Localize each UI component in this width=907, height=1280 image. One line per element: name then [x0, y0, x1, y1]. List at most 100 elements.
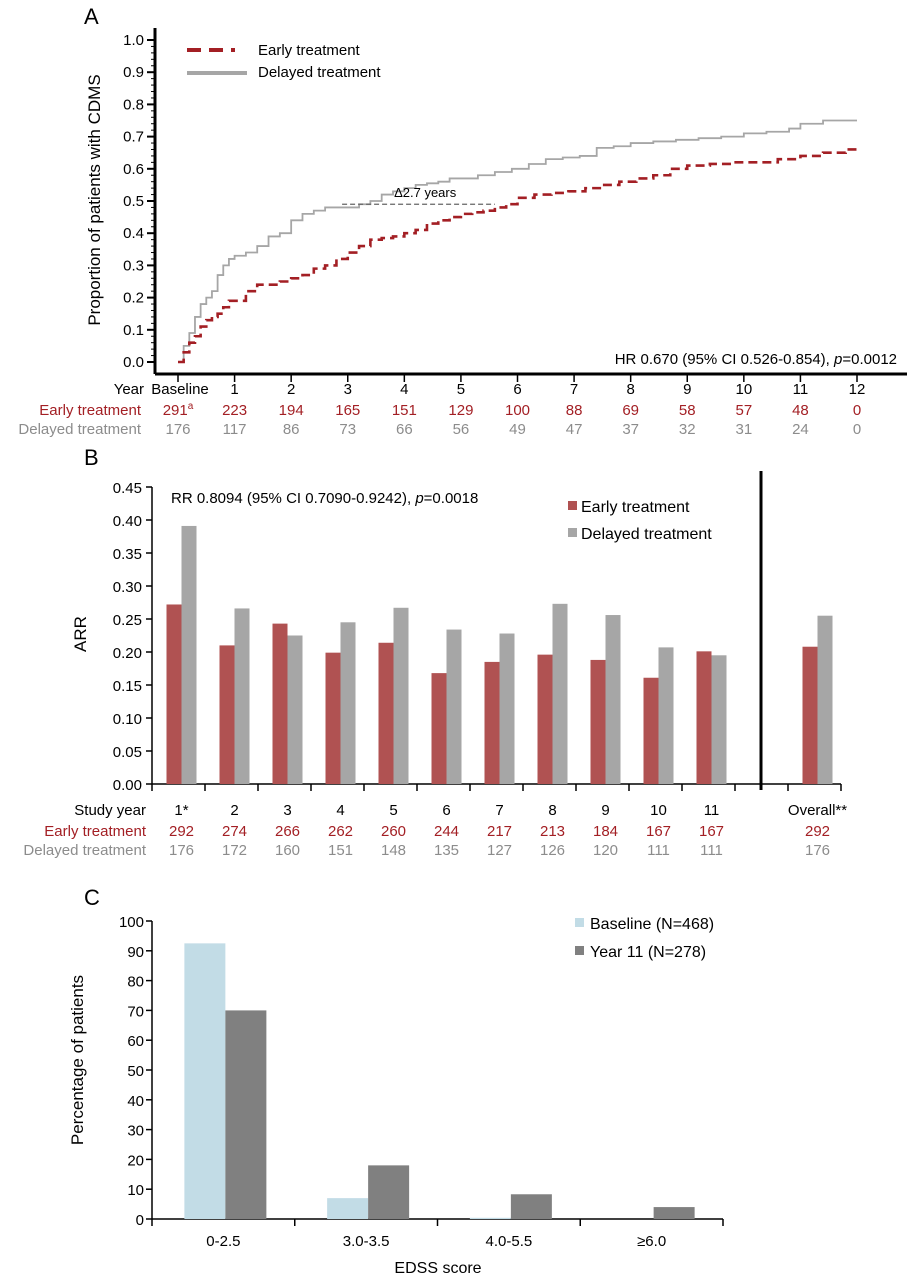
panel-b-n-table: Study year 1* 2 3 4 5 6 7 8 9 10 11 Overall** Early t… — [23, 802, 847, 859]
n-table-value: 292 — [169, 823, 194, 840]
y-tick-label: 40 — [127, 1093, 144, 1110]
bar-delayed-treatment — [340, 622, 356, 784]
study-year-label: 1* — [174, 802, 188, 819]
y-tick-label: 0.0 — [123, 354, 144, 371]
n-table-value: 244 — [434, 823, 459, 840]
y-tick-label: 0.05 — [113, 744, 142, 761]
risk-table-value: 37 — [622, 421, 639, 438]
n-table-value: 167 — [646, 823, 671, 840]
y-tick-label: 1.0 — [123, 32, 144, 49]
y-tick-label: 0.15 — [113, 678, 142, 695]
y-tick-label: 0.10 — [113, 711, 142, 728]
n-table-value: 176 — [169, 842, 194, 859]
bar-early-treatment — [272, 623, 288, 784]
n-table-value: 126 — [540, 842, 565, 859]
y-tick-label: 0.40 — [113, 513, 142, 530]
n-table-row-label: Delayed treatment — [23, 842, 146, 859]
bar-early-treatment — [696, 651, 712, 784]
risk-table-value: 86 — [283, 421, 300, 438]
legend-label-early: Early treatment — [581, 499, 690, 516]
y-tick-label: 0.00 — [113, 777, 142, 794]
panel-b-label: B — [84, 445, 99, 470]
n-table-header-label: Study year — [74, 802, 146, 819]
delta-annotation: Δ2.7 years — [394, 185, 457, 200]
y-tick-label: 0 — [136, 1212, 144, 1229]
study-year-label: 6 — [442, 802, 450, 819]
legend-label-early: Early treatment — [258, 42, 361, 59]
y-tick-label: 0.45 — [113, 480, 142, 497]
risk-table-value: 69 — [622, 402, 639, 419]
bar-baseline — [184, 943, 226, 1219]
panel-c-bars — [184, 943, 695, 1219]
y-tick-label: 0.7 — [123, 129, 144, 146]
risk-table-value: 49 — [509, 421, 526, 438]
y-tick-label: 0.3 — [123, 257, 144, 274]
risk-table-year: 9 — [683, 381, 691, 398]
risk-table-value: 31 — [735, 421, 752, 438]
risk-table-value: 100 — [505, 402, 530, 419]
panel-a-series — [178, 119, 857, 364]
risk-table-year: 12 — [849, 381, 866, 398]
study-year-label: Overall** — [788, 802, 847, 819]
risk-table-value: 24 — [792, 421, 809, 438]
study-year-label: 10 — [650, 802, 667, 819]
legend-swatch-early — [568, 501, 577, 510]
bar-delayed-treatment — [393, 607, 409, 784]
n-table-value: 172 — [222, 842, 247, 859]
bar-early-treatment — [802, 646, 818, 784]
x-tick-label: 0-2.5 — [206, 1233, 240, 1250]
panel-a-legend: Early treatment Delayed treatment — [187, 42, 381, 81]
panel-c: C Percentage of patients 0 10 20 30 40 50 60 70… — [68, 885, 724, 1277]
risk-table-value: 57 — [735, 402, 752, 419]
y-tick-label: 50 — [127, 1063, 144, 1080]
risk-table-value: 88 — [566, 402, 583, 419]
risk-table-value: 56 — [453, 421, 470, 438]
risk-table-year: 3 — [344, 381, 352, 398]
bar-early-treatment — [166, 604, 182, 784]
risk-table-year: 6 — [513, 381, 521, 398]
study-year-label: 5 — [389, 802, 397, 819]
bar-year-11 — [653, 1207, 695, 1219]
risk-table-value: 0 — [853, 421, 861, 438]
risk-table-year: 2 — [287, 381, 295, 398]
risk-table-row-label: Delayed treatment — [18, 421, 141, 438]
x-tick-label: 3.0-3.5 — [343, 1233, 390, 1250]
study-year-label: 11 — [704, 802, 720, 819]
y-tick-label: 0.20 — [113, 645, 142, 662]
n-table-value: 266 — [275, 823, 300, 840]
legend-label-delayed: Delayed treatment — [581, 526, 712, 543]
panel-c-label: C — [84, 885, 100, 910]
panel-c-legend: Baseline (N=468) Year 11 (N=278) — [575, 916, 714, 961]
y-tick-label: 10 — [127, 1182, 144, 1199]
y-tick-label: 0.30 — [113, 579, 142, 596]
n-table-value: 260 — [381, 823, 406, 840]
bar-early-treatment — [537, 654, 553, 784]
bar-year-11 — [510, 1194, 552, 1219]
risk-table-value: 32 — [679, 421, 696, 438]
bar-early-treatment — [378, 642, 394, 784]
panel-a: A Proportion of patients with CDMS 0.00.… — [18, 4, 907, 438]
risk-table-value: 151 — [392, 402, 417, 419]
n-table-value: 176 — [805, 842, 830, 859]
bar-delayed-treatment — [287, 635, 303, 784]
bar-delayed-treatment — [552, 603, 568, 784]
y-tick-label: 20 — [127, 1152, 144, 1169]
y-tick-label: 100 — [119, 914, 144, 931]
study-year-label: 7 — [495, 802, 503, 819]
bar-delayed-treatment — [711, 655, 727, 784]
bar-year-11 — [368, 1165, 410, 1219]
y-tick-label: 0.9 — [123, 64, 144, 81]
legend-label-delayed: Delayed treatment — [258, 64, 381, 81]
legend-swatch-delayed — [568, 528, 577, 537]
n-table-value: 217 — [487, 823, 512, 840]
n-table-value: 111 — [647, 842, 670, 859]
n-table-value: 127 — [487, 842, 512, 859]
x-tick-label: ≥6.0 — [637, 1233, 666, 1250]
panel-a-axes: 0.0 0.1 0.2 0.3 0.4 0.5 0.6 0.7 0.8 0.9 1.0 — [123, 28, 907, 382]
hr-annotation: HR 0.670 (95% CI 0.526-0.854), p=0.0012 — [615, 351, 897, 368]
bar-early-treatment — [219, 645, 235, 784]
x-tick-label: 4.0-5.5 — [486, 1233, 533, 1250]
n-table-value: 274 — [222, 823, 247, 840]
risk-table-value: 66 — [396, 421, 413, 438]
study-year-label: 3 — [283, 802, 291, 819]
